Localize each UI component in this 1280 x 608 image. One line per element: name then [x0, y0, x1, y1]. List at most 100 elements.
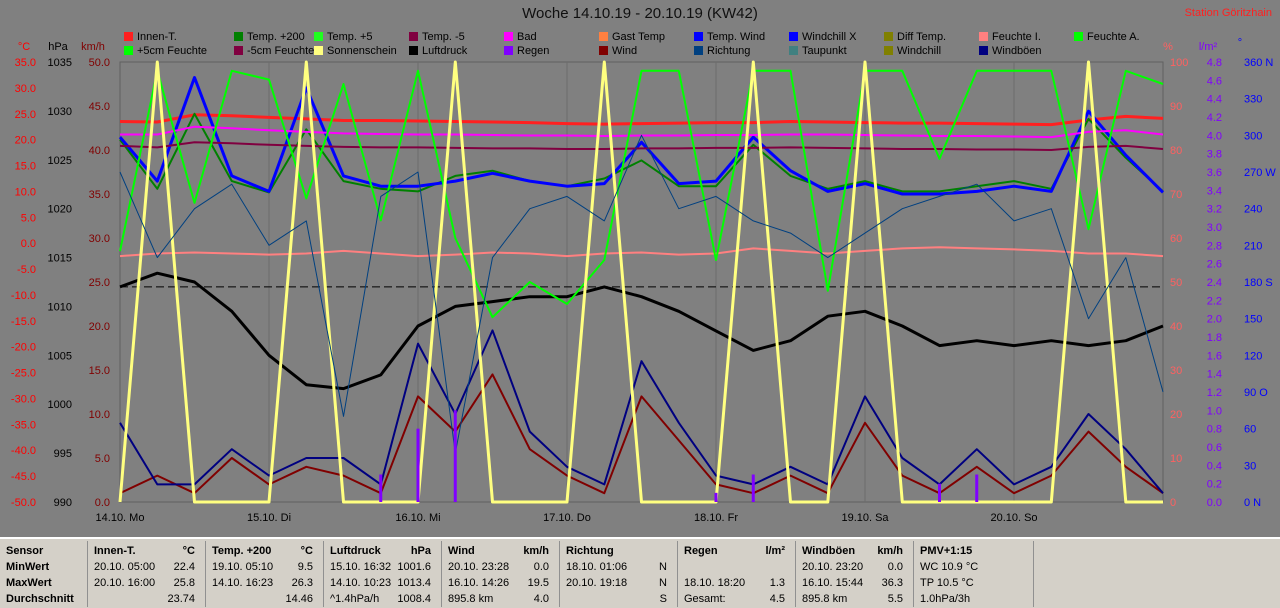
rain-tick-label: 0.2 — [1207, 479, 1222, 491]
series-line-richtung — [119, 134, 1164, 454]
stats-min-label: 20.10. 23:20 — [802, 561, 864, 573]
temp-tick-label: 15.0 — [15, 161, 36, 173]
stats-min-row: 18.10. 01:06 N — [566, 559, 673, 575]
humidity-tick-label: 10 — [1170, 453, 1182, 465]
humidity-tick-label: 70 — [1170, 189, 1182, 201]
rain-tick-label: 3.8 — [1207, 149, 1222, 161]
rain-tick-label: 1.8 — [1207, 332, 1222, 344]
stats-min-value: 1001.6 — [397, 561, 431, 573]
legend-label: Windchill — [897, 45, 942, 57]
stats-title-label: Luftdruck — [330, 545, 381, 557]
pressure-tick-label: 1035 — [48, 57, 72, 69]
rain-tick-label: 0.8 — [1207, 424, 1222, 436]
stats-min-value: 22.4 — [173, 561, 195, 573]
pressure-tick-label: 1025 — [48, 155, 72, 167]
stats-avg-label: 895.8 km — [448, 593, 494, 605]
stats-avg-label: Gesamt: — [684, 593, 726, 605]
pressure-tick-label: 1000 — [48, 399, 72, 411]
stats-title-row: Richtung — [566, 543, 673, 559]
stats-title-label: Richtung — [566, 545, 614, 557]
series-line-feuchte-i — [119, 246, 1164, 258]
rain-bar — [938, 483, 941, 502]
stats-title-value: °C — [300, 545, 313, 557]
humidity-tick-label: 30 — [1170, 365, 1182, 377]
stats-max-row: 20.10. 16:00 25.8 — [94, 575, 201, 591]
legend-swatch — [409, 46, 418, 55]
rain-tick-label: 4.6 — [1207, 75, 1222, 87]
rain-tick-label: 1.2 — [1207, 387, 1222, 399]
direction-tick-label: 120 — [1244, 350, 1262, 362]
legend-label: Temp. Wind — [707, 31, 766, 43]
stats-label-avg: Durchschnitt — [6, 593, 74, 605]
direction-tick-label: 330 — [1244, 94, 1262, 106]
stats-avg-value: 5.5 — [887, 593, 903, 605]
legend-swatch — [504, 46, 513, 55]
legend-label: Regen — [517, 45, 550, 57]
legend-swatch — [124, 32, 133, 41]
temp-tick-label: 0.0 — [21, 238, 36, 250]
stats-block: Innen-T. °C 20.10. 05:00 22.4 20.10. 16:00 25… — [88, 541, 206, 607]
legend-label: Sonnenschein — [327, 45, 397, 57]
legend-label: Bad — [517, 31, 537, 43]
humidity-tick-label: 100 — [1170, 57, 1188, 69]
legend-label: -5cm Feuchte — [247, 45, 315, 57]
temp-tick-label: 5.0 — [21, 212, 36, 224]
temp-tick-label: -10.0 — [11, 290, 36, 302]
stats-avg-row: ^1.4hPa/h 1008.4 — [330, 591, 437, 607]
stats-title-row: Temp. +200 °C — [212, 543, 319, 559]
rain-bar — [714, 492, 718, 502]
stats-min-row: 20.10. 23:28 0.0 — [448, 559, 555, 575]
stats-avg-row: 23.74 — [94, 591, 201, 607]
pressure-tick-label: 990 — [54, 497, 72, 509]
rain-tick-label: 1.0 — [1207, 405, 1222, 417]
stats-avg-row: 1.0hPa/3h — [920, 591, 1029, 607]
stats-avg-value: 1008.4 — [397, 593, 431, 605]
legend-item: Windböen — [979, 45, 1042, 57]
temp-tick-label: -20.0 — [11, 342, 36, 354]
legend-item: Feuchte A. — [1074, 31, 1140, 43]
stats-title-value: l/m² — [765, 545, 785, 557]
stats-title-row: Windböen km/h — [802, 543, 909, 559]
stats-min-row: 19.10. 05:10 9.5 — [212, 559, 319, 575]
stats-min-row: 20.10. 23:20 0.0 — [802, 559, 909, 575]
legend-label: Wind — [612, 45, 638, 57]
direction-tick-label: 0 N — [1244, 497, 1261, 509]
humidity-axis-unit: % — [1163, 41, 1173, 53]
stats-max-value: 25.8 — [173, 577, 195, 589]
stats-block: Wind km/h 20.10. 23:28 0.0 16.10. 14:26 19.5 8… — [442, 541, 560, 607]
rain-tick-label: 0.4 — [1207, 460, 1222, 472]
legend-swatch — [124, 46, 133, 55]
temp-tick-label: -30.0 — [11, 393, 36, 405]
rain-bar — [453, 410, 457, 502]
pressure-tick-label: 1020 — [48, 204, 72, 216]
stats-max-label: TP 10.5 °C — [920, 577, 974, 589]
rain-tick-label: 4.0 — [1207, 130, 1222, 142]
legend-item: Bad — [504, 31, 537, 43]
stats-min-value: 9.5 — [297, 561, 313, 573]
pressure-tick-label: 1015 — [48, 253, 72, 265]
temp-tick-label: 25.0 — [15, 109, 36, 121]
temp-tick-label: 20.0 — [15, 135, 36, 147]
stats-min-value: 0.0 — [887, 561, 903, 573]
stats-block: PMV+1:15 WC 10.9 °C TP 10.5 °C 1.0hPa/3h — [914, 541, 1034, 607]
legend-label: Luftdruck — [422, 45, 468, 57]
rain-tick-label: 2.0 — [1207, 314, 1222, 326]
series-line-sonnenschein — [118, 60, 1163, 504]
stats-title-value: hPa — [410, 545, 431, 557]
legend-label: Gast Temp — [612, 31, 665, 43]
legend-swatch — [234, 46, 243, 55]
chart-title: Woche 14.10.19 - 20.10.19 (KW42) — [522, 5, 758, 22]
direction-tick-label: 270 W — [1244, 167, 1276, 179]
legend-item: Wind — [599, 45, 637, 57]
direction-tick-label: 90 O — [1244, 387, 1268, 399]
pressure-axis-unit: hPa — [48, 41, 68, 53]
stats-block: Luftdruck hPa 15.10. 16:32 1001.6 14.10. 10:… — [324, 541, 442, 607]
stats-title-row: Innen-T. °C — [94, 543, 201, 559]
legend-swatch — [314, 46, 323, 55]
pressure-tick-label: 1030 — [48, 106, 72, 118]
pressure-tick-label: 995 — [54, 448, 72, 460]
stats-title-label: Windböen — [802, 545, 856, 557]
rain-tick-label: 4.4 — [1207, 94, 1222, 106]
wind-tick-label: 15.0 — [89, 365, 110, 377]
legend-item: Sonnenschein — [314, 45, 397, 57]
